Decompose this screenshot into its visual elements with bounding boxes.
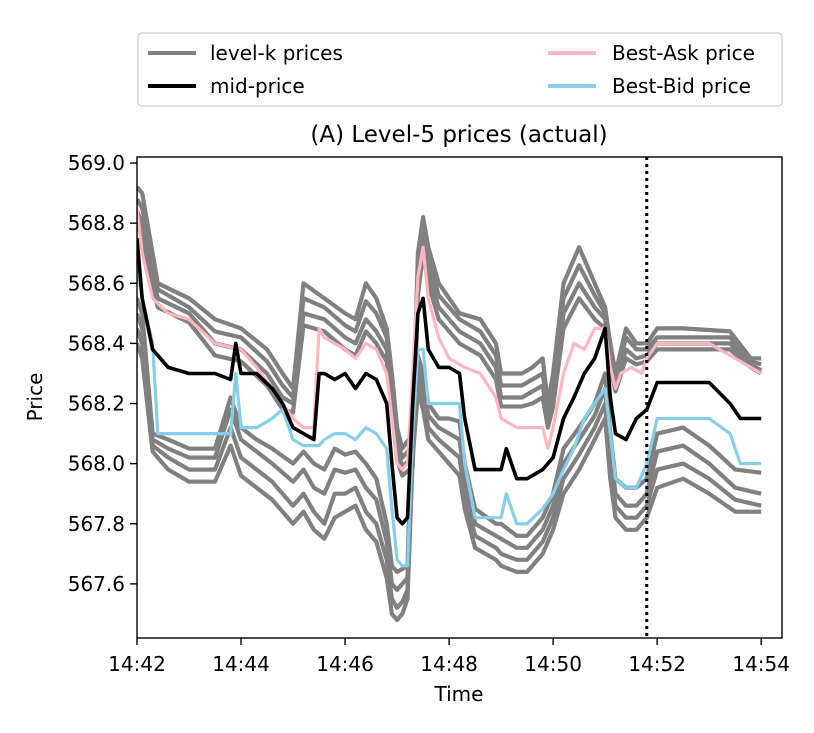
x-axis-ticks: 14:42 14:44 14:46 14:48 14:50 14:52 14:54: [108, 638, 790, 676]
axes-frame: [136, 156, 783, 639]
series-line-best-bid-price: [137, 267, 762, 568]
legend-label-mid-price: mid-price: [210, 74, 305, 98]
series-line-mid-price: [137, 238, 762, 526]
series-line-level-k-bid-5: [137, 342, 762, 623]
y-tick-label: 568.2: [68, 392, 125, 416]
chart-title: (A) Level-5 prices (actual): [310, 122, 607, 148]
x-axis-label: Time: [434, 682, 484, 706]
x-tick-label: 14:46: [316, 652, 374, 676]
x-tick-label: 14:50: [524, 652, 582, 676]
series-line-level-k-ask-3: [137, 210, 763, 469]
y-tick-label: 568.0: [68, 452, 125, 476]
y-tick-label: 569.0: [68, 151, 125, 175]
legend: level-k prices mid-price Best-Ask price …: [137, 32, 783, 107]
y-tick-label: 567.6: [68, 572, 125, 596]
y-tick-label: 568.4: [68, 331, 125, 355]
x-tick-label: 14:48: [420, 652, 478, 676]
legend-box: [137, 32, 783, 107]
y-tick-label: 568.8: [68, 211, 125, 235]
legend-label-level-k: level-k prices: [210, 41, 343, 65]
y-tick-label: 568.6: [68, 271, 125, 295]
plot-area: [137, 157, 782, 638]
x-tick-label: 14:54: [732, 652, 790, 676]
x-tick-label: 14:44: [212, 652, 270, 676]
x-tick-label: 14:52: [628, 652, 686, 676]
legend-label-best-bid: Best-Bid price: [612, 74, 751, 98]
series-line-level-k-ask-4: [137, 198, 762, 460]
legend-label-best-ask: Best-Ask price: [612, 41, 755, 65]
y-tick-label: 567.8: [68, 512, 125, 536]
y-axis-label: Price: [23, 373, 47, 422]
x-tick-label: 14:42: [108, 652, 166, 676]
y-axis-ticks: 567.6 567.8 568.0 568.2 568.4 568.6 568.8 569.0: [68, 151, 137, 596]
series-group: [137, 185, 763, 623]
